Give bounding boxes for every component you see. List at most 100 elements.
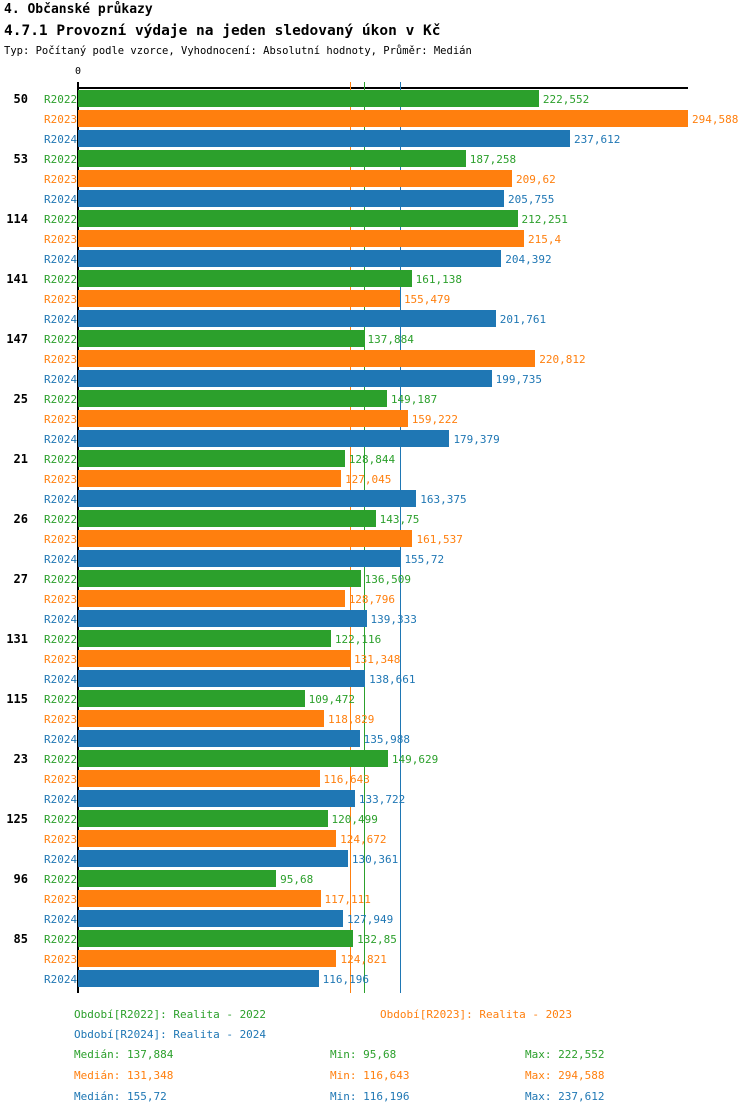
series-label-r2024: R2024 <box>44 133 78 146</box>
series-label-r2022: R2022 <box>44 813 78 826</box>
bar-r2023[interactable] <box>78 110 688 127</box>
bar-r2022[interactable] <box>78 570 361 587</box>
bar-value-label: 187,258 <box>469 153 517 166</box>
series-label-r2023: R2023 <box>44 233 78 246</box>
series-label-r2024: R2024 <box>44 313 78 326</box>
bar-r2022[interactable] <box>78 810 328 827</box>
bar-r2023[interactable] <box>78 590 345 607</box>
bar-r2022[interactable] <box>78 450 345 467</box>
bar-value-label: 116,196 <box>322 973 369 986</box>
bar-value-label: 205,755 <box>508 193 555 206</box>
stat-min-3: Min: 116,196 <box>330 1090 410 1103</box>
series-label-r2022: R2022 <box>44 393 78 406</box>
bar-r2024[interactable] <box>78 730 360 747</box>
bar-r2024[interactable] <box>78 430 450 447</box>
bar-value-label: 161,138 <box>415 273 463 286</box>
series-label-r2022: R2022 <box>44 693 78 706</box>
legend-item-3[interactable]: Období[R2024]: Realita - 2024 <box>74 1028 267 1041</box>
bar-r2022[interactable] <box>78 630 331 647</box>
bar-value-label: 215,4 <box>528 233 562 246</box>
bar-r2023[interactable] <box>78 170 513 187</box>
bar-r2024[interactable] <box>78 370 492 387</box>
group-label: 147 <box>6 332 28 346</box>
group-label: 125 <box>6 812 28 826</box>
bar-r2024[interactable] <box>78 550 401 567</box>
bar-r2023[interactable] <box>78 770 320 787</box>
legend-item-1[interactable]: Období[R2022]: Realita - 2022 <box>74 1008 267 1021</box>
group-label: 131 <box>6 632 28 646</box>
bar-value-label: 220,812 <box>539 353 586 366</box>
bar-r2024[interactable] <box>78 250 502 267</box>
bar-value-label: 138,661 <box>369 673 416 686</box>
bar-r2022[interactable] <box>78 510 376 527</box>
bar-r2022[interactable] <box>78 870 277 887</box>
bar-r2024[interactable] <box>78 850 348 867</box>
bar-value-label: 118,829 <box>328 713 375 726</box>
bar-r2023[interactable] <box>78 230 525 247</box>
bar-r2023[interactable] <box>78 650 350 667</box>
bar-r2022[interactable] <box>78 210 518 227</box>
bar-value-label: 222,552 <box>542 93 590 106</box>
bar-r2023[interactable] <box>78 530 413 547</box>
bar-r2023[interactable] <box>78 890 321 907</box>
legend-item-2[interactable]: Období[R2023]: Realita - 2023 <box>380 1008 573 1021</box>
bar-r2024[interactable] <box>78 190 505 207</box>
bar-r2022[interactable] <box>78 270 412 287</box>
bar-value-label: 135,988 <box>363 733 410 746</box>
bar-value-label: 109,472 <box>308 693 356 706</box>
bar-r2024[interactable] <box>78 490 417 507</box>
bar-value-label: 127,949 <box>346 913 394 926</box>
bar-value-label: 163,375 <box>420 493 467 506</box>
series-label-r2023: R2023 <box>44 713 78 726</box>
bar-r2024[interactable] <box>78 670 366 687</box>
bar-value-label: 124,821 <box>340 953 387 966</box>
bar-r2023[interactable] <box>78 290 400 307</box>
bar-value-label: 116,643 <box>323 773 370 786</box>
x-axis-zero-label: 0 <box>74 66 82 77</box>
series-label-r2024: R2024 <box>44 733 78 746</box>
series-label-r2022: R2022 <box>44 513 78 526</box>
series-label-r2023: R2023 <box>44 353 78 366</box>
bar-value-label: 143,75 <box>379 513 420 526</box>
series-label-r2022: R2022 <box>44 333 78 346</box>
series-label-r2023: R2023 <box>44 533 78 546</box>
series-label-r2024: R2024 <box>44 973 78 986</box>
series-label-r2022: R2022 <box>44 153 78 166</box>
bar-r2024[interactable] <box>78 790 355 807</box>
bar-value-label: 131,348 <box>353 653 401 666</box>
bar-r2023[interactable] <box>78 950 337 967</box>
bar-r2023[interactable] <box>78 350 536 367</box>
bar-r2024[interactable] <box>78 610 367 627</box>
series-label-r2023: R2023 <box>44 593 78 606</box>
stat-max-3: Max: 237,612 <box>525 1090 605 1103</box>
bar-r2023[interactable] <box>78 830 337 847</box>
bar-r2022[interactable] <box>78 150 466 167</box>
series-label-r2024: R2024 <box>44 433 78 446</box>
series-label-r2024: R2024 <box>44 193 78 206</box>
bar-r2022[interactable] <box>78 390 387 407</box>
bar-value-label: 127,045 <box>345 473 392 486</box>
bar-value-label: 237,612 <box>574 133 621 146</box>
series-label-r2023: R2023 <box>44 413 78 426</box>
bar-r2022[interactable] <box>78 330 364 347</box>
bar-r2022[interactable] <box>78 750 388 767</box>
series-label-r2024: R2024 <box>44 373 78 386</box>
bar-r2022[interactable] <box>78 690 305 707</box>
bar-r2022[interactable] <box>78 90 539 107</box>
bar-value-label: 128,796 <box>348 593 396 606</box>
bar-value-label: 199,735 <box>495 373 542 386</box>
bar-r2024[interactable] <box>78 130 571 147</box>
bar-r2023[interactable] <box>78 410 408 427</box>
bar-r2024[interactable] <box>78 310 496 327</box>
bar-r2023[interactable] <box>78 470 342 487</box>
series-label-r2022: R2022 <box>44 633 78 646</box>
bar-r2024[interactable] <box>78 970 319 987</box>
bar-r2024[interactable] <box>78 910 343 927</box>
series-label-r2024: R2024 <box>44 253 78 266</box>
bar-r2022[interactable] <box>78 930 354 947</box>
stat-median-2: Medián: 131,348 <box>74 1069 174 1082</box>
bar-r2023[interactable] <box>78 710 325 727</box>
group-label: 114 <box>6 212 28 226</box>
